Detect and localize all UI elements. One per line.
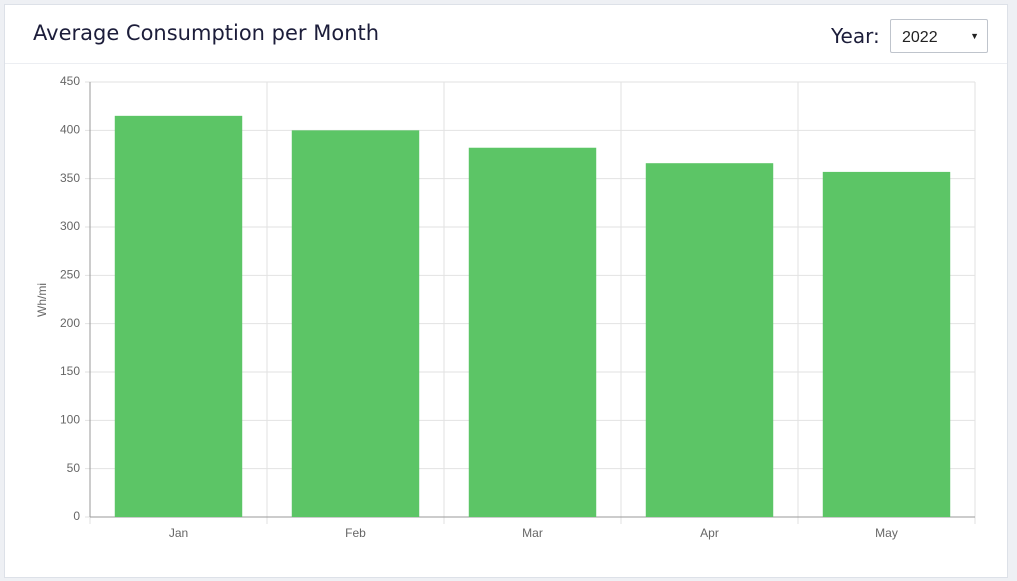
bar bbox=[291, 130, 420, 518]
y-tick-label: 450 bbox=[60, 74, 80, 88]
year-select[interactable]: 2022 ▼ bbox=[890, 19, 988, 53]
header-divider bbox=[5, 63, 1007, 64]
y-tick-label: 400 bbox=[60, 123, 80, 137]
y-tick-label: 50 bbox=[67, 461, 81, 475]
year-label: Year: bbox=[831, 24, 880, 48]
x-tick-label: Apr bbox=[700, 526, 719, 540]
card-title: Average Consumption per Month bbox=[33, 21, 380, 45]
bar bbox=[822, 171, 951, 517]
y-tick-label: 350 bbox=[60, 171, 80, 185]
y-tick-label: 0 bbox=[73, 509, 80, 523]
bar bbox=[645, 163, 774, 517]
bar bbox=[468, 147, 597, 517]
y-tick-label: 150 bbox=[60, 364, 80, 378]
year-value: 2022 bbox=[902, 29, 938, 46]
x-tick-label: Feb bbox=[345, 526, 366, 540]
x-tick-label: Jan bbox=[169, 526, 188, 540]
y-tick-label: 200 bbox=[60, 316, 80, 330]
x-tick-label: May bbox=[875, 526, 898, 540]
y-tick-label: 100 bbox=[60, 413, 80, 427]
y-axis-label: Wh/mi bbox=[35, 283, 49, 317]
y-tick-label: 250 bbox=[60, 268, 80, 282]
x-tick-label: Mar bbox=[522, 526, 543, 540]
y-tick-label: 300 bbox=[60, 219, 80, 233]
dropdown-arrow: ▼ bbox=[970, 31, 979, 41]
bar bbox=[114, 115, 243, 517]
